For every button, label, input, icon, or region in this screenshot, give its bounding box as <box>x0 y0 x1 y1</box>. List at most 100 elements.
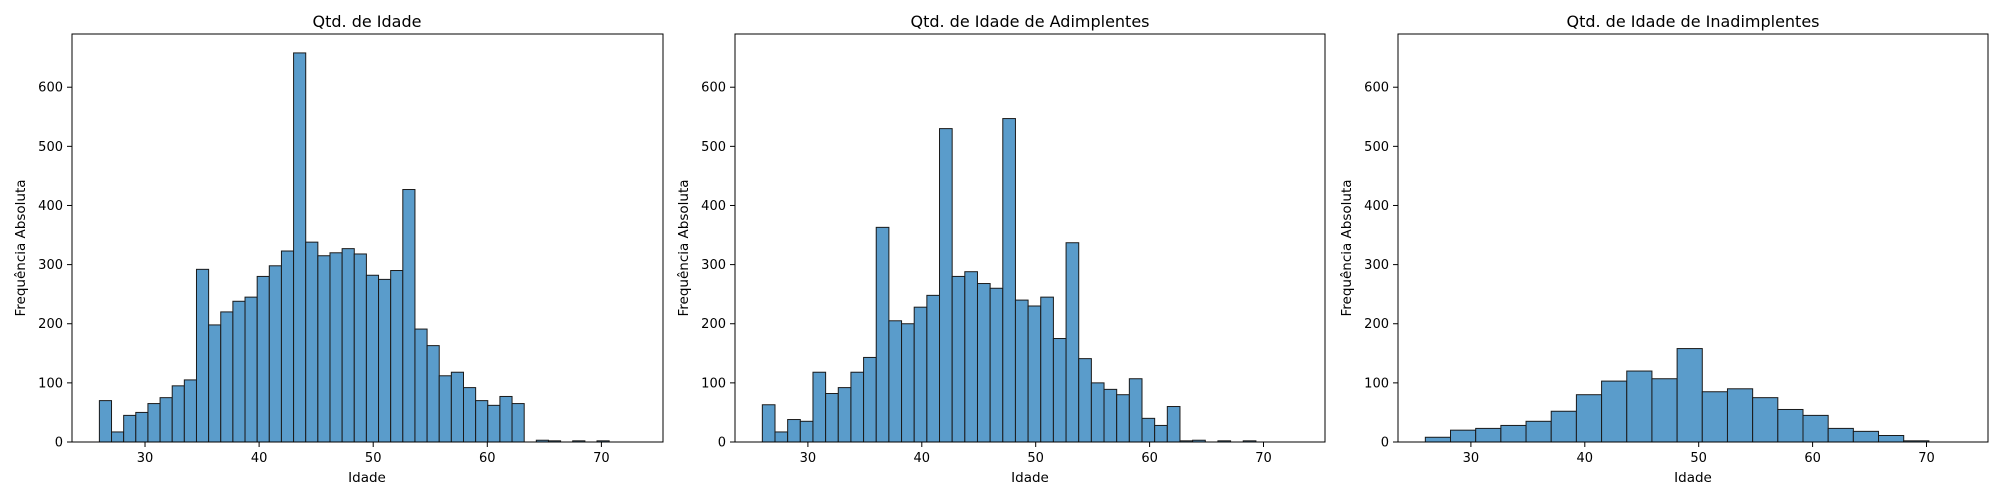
histogram-bar <box>305 241 319 443</box>
histogram-bar <box>1424 436 1452 443</box>
histogram-bar <box>256 275 270 443</box>
histogram-bar <box>951 275 966 443</box>
chart-title: Qtd. de Idade <box>313 12 422 31</box>
histogram-bar <box>1116 394 1130 443</box>
y-tick-label: 600 <box>1364 81 1389 96</box>
y-tick-label: 500 <box>701 140 726 155</box>
histogram-bar <box>220 311 234 443</box>
histogram-bar <box>232 300 246 443</box>
histogram-bar <box>195 268 210 443</box>
histogram-bar <box>171 385 185 443</box>
x-tick-label: 60 <box>479 451 496 466</box>
histogram-panel-inadimplentes: Qtd. de Idade de Inadimplentes Frequênci… <box>1339 12 1989 486</box>
histogram-bar <box>1575 394 1603 443</box>
x-tick-label: 60 <box>1141 451 1158 466</box>
histogram-bar <box>1040 296 1054 443</box>
histogram-bar <box>390 270 404 443</box>
y-tick-label: 400 <box>701 199 726 214</box>
x-tick-label: 70 <box>1255 451 1272 466</box>
histogram-bar <box>353 253 367 443</box>
histogram-bar <box>280 250 295 443</box>
histogram-bar <box>1701 391 1728 443</box>
histogram-bar <box>293 52 307 443</box>
histogram-bar <box>1475 427 1502 443</box>
histogram-bar <box>111 431 125 443</box>
y-axis-label: Frequência Absoluta <box>676 179 692 316</box>
x-tick-label: 40 <box>251 451 268 466</box>
histogram-bar <box>1090 382 1105 443</box>
histogram-bar <box>1027 305 1042 443</box>
histogram-bar <box>1626 370 1653 443</box>
x-tick-label: 30 <box>800 451 817 466</box>
histogram-bar <box>1450 429 1477 443</box>
histogram-bar <box>1651 378 1678 443</box>
axes-frame <box>734 33 1326 443</box>
histogram-bar <box>1601 380 1628 443</box>
x-tick-label: 50 <box>1690 451 1707 466</box>
y-tick-label: 500 <box>1364 140 1389 155</box>
histogram-bar <box>787 419 801 443</box>
histogram-bar <box>268 265 282 443</box>
histogram-bar <box>989 287 1004 443</box>
histogram-bar <box>913 306 928 443</box>
histogram-bar <box>774 431 789 443</box>
histogram-bar <box>850 371 865 443</box>
x-tick-label: 50 <box>365 451 382 466</box>
y-tick-label: 300 <box>38 258 63 273</box>
x-axis-label: Idade <box>1674 470 1712 486</box>
y-tick-label: 600 <box>38 81 63 96</box>
y-tick-label: 0 <box>55 436 63 451</box>
histogram-bar <box>123 414 137 443</box>
histogram-bar <box>1827 427 1854 443</box>
histogram-bar <box>414 328 428 443</box>
histogram-bar <box>1103 388 1118 443</box>
histogram-bar <box>812 371 827 443</box>
histogram-bar <box>487 404 501 443</box>
histogram-bar <box>135 411 149 443</box>
histogram-bar <box>1141 417 1156 443</box>
x-tick-label: 40 <box>914 451 931 466</box>
y-tick-label: 100 <box>701 376 726 391</box>
histogram-bar <box>341 248 355 443</box>
histogram-bar <box>1014 299 1029 443</box>
histogram-bar <box>365 274 380 443</box>
histogram-bar <box>147 403 161 443</box>
bars <box>98 52 610 443</box>
y-tick-label: 300 <box>701 258 726 273</box>
x-tick-label: 70 <box>593 451 610 466</box>
axes-frame <box>71 33 664 443</box>
y-axis-label: Frequência Absoluta <box>13 179 29 316</box>
bars <box>1424 348 1930 443</box>
x-tick-label: 30 <box>137 451 154 466</box>
histogram-bar <box>976 283 991 443</box>
x-tick-label: 70 <box>1918 451 1935 466</box>
bars <box>761 118 1257 443</box>
histogram-bar <box>926 294 941 443</box>
histogram-bar <box>901 323 915 443</box>
histogram-bar <box>1676 348 1703 443</box>
histogram-bar <box>159 397 173 443</box>
histogram-bar <box>511 403 525 443</box>
x-tick-label: 50 <box>1027 451 1044 466</box>
histogram-bar <box>1002 118 1016 443</box>
y-tick-label: 0 <box>1381 436 1389 451</box>
histogram-bar <box>98 400 113 443</box>
y-tick-label: 200 <box>701 317 726 332</box>
y-tick-label: 100 <box>38 376 63 391</box>
histogram-bar <box>475 400 489 443</box>
y-tick-label: 300 <box>1364 258 1389 273</box>
y-tick-label: 400 <box>38 199 63 214</box>
chart-title: Qtd. de Idade de Inadimplentes <box>1566 12 1819 31</box>
x-tick-label: 30 <box>1463 451 1480 466</box>
x-tick-label: 60 <box>1804 451 1821 466</box>
histogram-bar <box>378 278 392 443</box>
y-tick-label: 600 <box>701 81 726 96</box>
chart-title: Qtd. de Idade de Adimplentes <box>910 12 1149 31</box>
x-axis-label: Idade <box>348 470 386 486</box>
histogram-panel-idade: Qtd. de Idade Frequência Absoluta Idade … <box>13 12 664 486</box>
histogram-bar <box>1500 424 1527 443</box>
histogram-bar <box>888 320 903 443</box>
histogram-bar <box>1052 338 1067 443</box>
y-axis-label: Frequência Absoluta <box>1339 179 1355 316</box>
